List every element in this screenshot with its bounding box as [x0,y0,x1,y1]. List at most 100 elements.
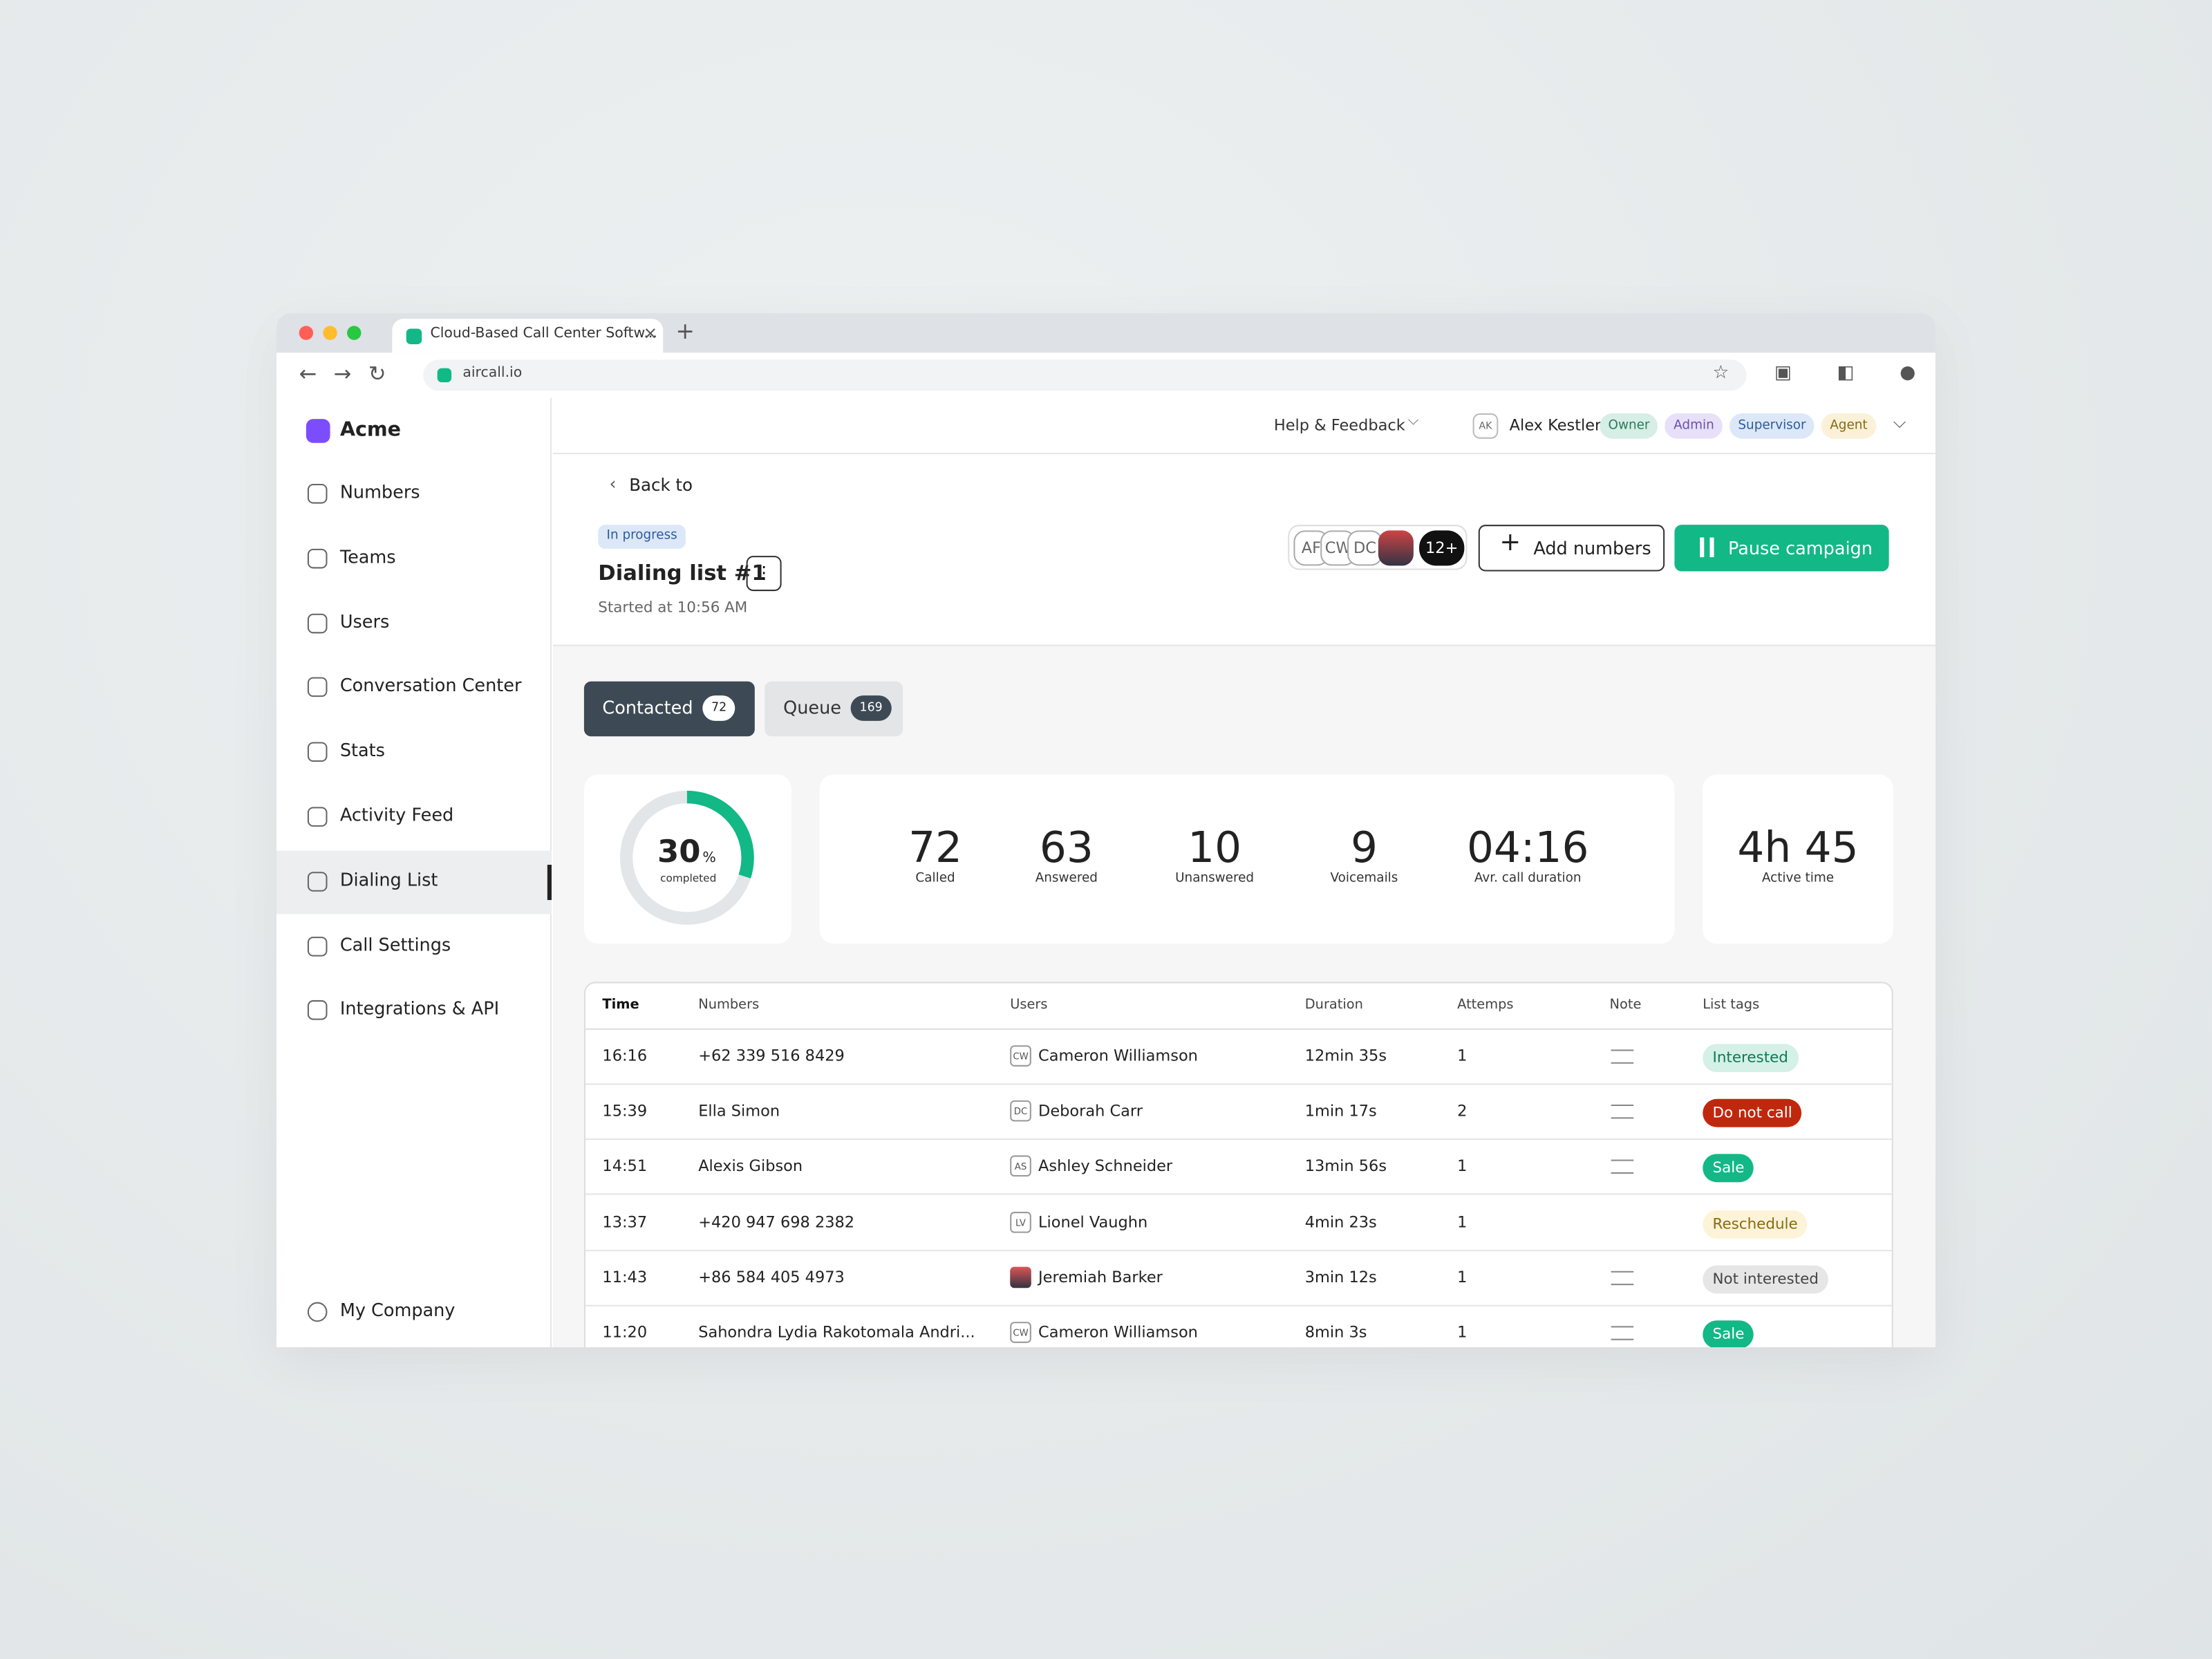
note-icon[interactable] [1611,1271,1634,1285]
nav-item[interactable]: Conversation Center [276,657,552,720]
nav-label: Stats [339,739,385,761]
role-badge: Owner [1600,413,1658,439]
nav-item[interactable]: Numbers [276,462,552,526]
tag: Reschedule [1703,1210,1808,1238]
nav-icon [307,677,328,697]
address-bar[interactable]: aircall.io [423,359,1747,391]
back-link[interactable]: Back to [629,475,693,496]
add-numbers-button[interactable]: Add numbers [1478,525,1665,572]
cell-user: Cameron Williamson [1038,1047,1198,1065]
cell-user: Ashley Schneider [1038,1157,1173,1176]
column-header[interactable]: Time [602,997,639,1013]
nav-label: Integrations & API [339,997,500,1020]
window-dot [323,326,337,340]
avatar-more: 12+ [1419,530,1465,566]
status-badge: In progress [598,525,686,549]
column-header[interactable]: Attemps [1457,997,1514,1013]
user-initials: CW [1010,1322,1031,1343]
cell-time: 16:16 [602,1047,648,1065]
started-at: Started at 10:56 AM [598,599,748,617]
column-header[interactable]: Duration [1304,997,1363,1013]
active-time-card: 4h 45 Active time [1703,774,1893,944]
note-icon[interactable] [1611,1160,1634,1174]
column-header[interactable]: List tags [1703,997,1760,1013]
cell-user: Cameron Williamson [1038,1323,1198,1342]
user-name: Alex Kestler [1509,416,1602,435]
cell-time: 14:51 [602,1157,648,1176]
avatar-photo [1378,530,1414,566]
column-header[interactable]: Users [1010,997,1048,1013]
cell-duration: 3min 12s [1304,1268,1377,1286]
nav-buttons: ←→↻ [299,361,404,387]
tag: Sale [1703,1320,1754,1347]
nav-item[interactable]: Users [276,592,552,655]
cell-user: Deborah Carr [1038,1102,1143,1121]
tag: Sale [1703,1154,1754,1183]
sidebar: Acme Numbers Teams Users Conversation Center… [276,397,552,1347]
table-row: 16:16 +62 339 516 8429 CW Cameron Williamso… [585,1030,1892,1085]
stat-label: Answered [1035,872,1098,886]
stat-label: Avr. call duration [1474,872,1582,886]
user-chevron: ⌵ [1893,411,1906,432]
nav-item[interactable]: Dialing List [276,850,552,915]
cell-duration: 13min 56s [1304,1157,1387,1176]
note-icon[interactable] [1611,1105,1634,1119]
table-row: 14:51 Alexis Gibson AS Ashley Schneider 13mi… [585,1141,1892,1196]
tag: Not interested [1703,1265,1829,1293]
stats-card: 72 Called 63 Answered 10 Unanswered 9 Voicemail… [819,774,1675,944]
main: Help & Feedback ⌵ AK Alex Kestler Owner Admin… [552,397,1936,1347]
nav-icon [307,1000,328,1021]
browser-icons: ☆ ▣ ◧ ● ⋮ [1712,362,1936,384]
nav-item[interactable]: Call Settings [276,915,552,979]
add-icon: + [1499,527,1521,558]
url-text: aircall.io [462,365,523,382]
note-icon[interactable] [1611,1326,1634,1340]
topbar [552,397,1936,455]
stat-value: 10 [1188,823,1242,874]
new-tab[interactable]: + [675,317,695,344]
column-header[interactable]: Numbers [698,997,760,1013]
stat-value: 72 [908,823,963,874]
nav-item[interactable]: My Company [276,1293,552,1335]
table: Time Numbers Users Duration Attemps Note List … [583,982,1893,1347]
browser-tab[interactable]: Cloud-Based Call Center Softw... × [392,319,664,353]
table-row: 11:43 +86 584 405 4973 Jeremiah Barker 3min… [585,1251,1892,1306]
cell-time: 13:37 [602,1212,648,1231]
nav-icon [307,742,328,762]
title-menu[interactable]: ⋮ [746,556,782,592]
tab-count: 169 [851,695,891,721]
table-row: 11:20 Sahondra Lydia Rakotomala Andri... C… [585,1306,1892,1347]
avatar-group: AF CW DC 12+ [1288,525,1468,570]
page-title: Dialing list #1 [598,560,767,585]
tab-close: × [643,323,658,343]
donut [619,790,754,925]
cell-number: +86 584 405 4973 [698,1268,845,1286]
user-initials: DC [1010,1100,1031,1122]
stat-value: 63 [1039,823,1094,874]
header-border [585,1028,1892,1030]
nav-label: Conversation Center [339,675,522,696]
note-icon[interactable] [1611,1049,1634,1064]
pause-button[interactable]: Pause campaign [1674,525,1889,572]
nav-item[interactable]: Stats [276,721,552,785]
tag: Interested [1703,1044,1799,1073]
nav-item[interactable]: Teams [276,527,552,591]
nav-icon [307,548,328,569]
stat-label: Unanswered [1175,872,1255,886]
avatar: DC [1347,530,1382,566]
cell-duration: 4min 23s [1304,1212,1377,1231]
favicon [406,328,422,344]
nav-item[interactable]: Integrations & API [276,980,552,1043]
cell-duration: 12min 35s [1304,1047,1387,1065]
page-header: Back to ‹ In progress Dialing list #1 ⋮ Start… [552,454,1936,646]
nav-label: Numbers [339,480,420,503]
nav-icon [307,936,328,956]
user-photo [1010,1266,1031,1288]
brand: Acme [339,419,402,442]
column-header[interactable]: Note [1609,997,1642,1013]
nav-label: My Company [339,1299,456,1321]
help-link[interactable]: Help & Feedback [1273,416,1405,435]
nav-item[interactable]: Activity Feed [276,786,552,850]
progress-label: completed [660,872,717,885]
help-chevron: ⌵ [1407,413,1419,429]
